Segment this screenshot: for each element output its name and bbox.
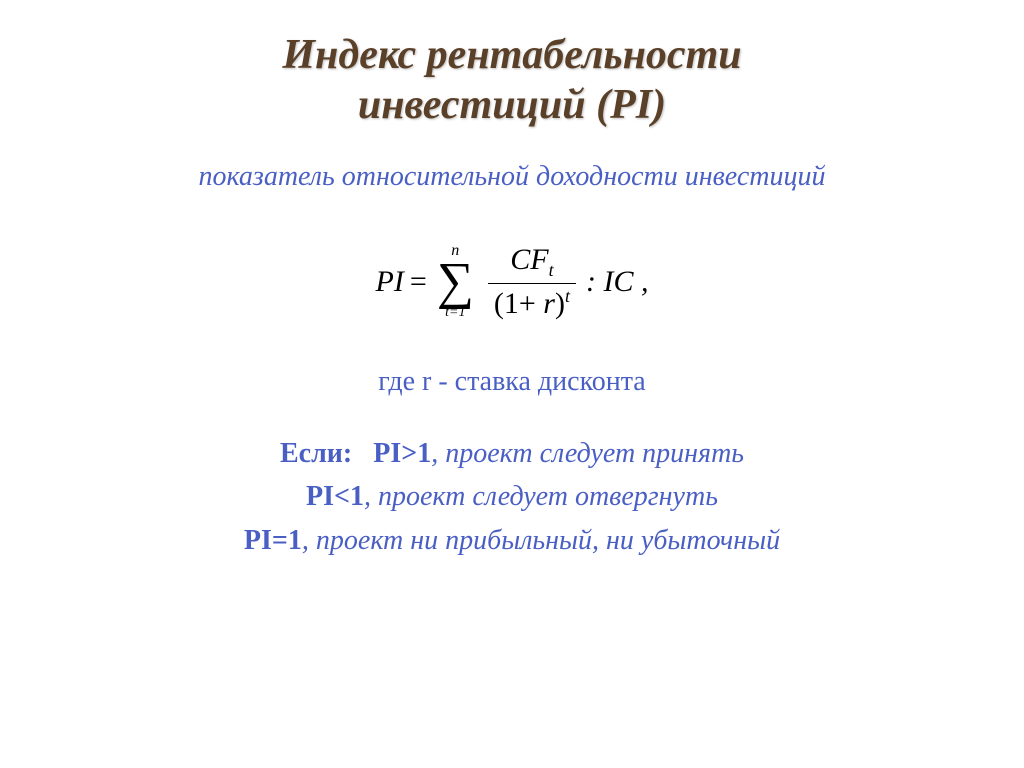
slide-title: Индекс рентабельности инвестиций (PI) (60, 30, 964, 131)
formula-post: : IC , (586, 265, 649, 299)
den-rparen: ) (555, 287, 565, 320)
condition-1: Если: PI>1, проект следует принять (60, 432, 964, 475)
cond1-text: , проект следует принять (431, 438, 744, 469)
if-label: Если: (280, 438, 352, 469)
den-lparen: (1 (494, 287, 519, 320)
fraction-denominator: (1+ r)t (488, 283, 576, 321)
den-plus: + (519, 287, 536, 320)
den-r: r (543, 287, 555, 320)
fraction: CFt (1+ r)t (488, 243, 576, 321)
sigma-symbol: ∑ (437, 259, 474, 306)
title-line-2: инвестиций (PI) (358, 82, 666, 128)
subtitle: показатель относительной доходности инве… (60, 161, 964, 193)
sigma-block: n ∑ t=1 (437, 243, 474, 320)
cf-base: CF (510, 243, 548, 276)
condition-2: PI<1, проект следует отвергнуть (60, 475, 964, 518)
cond2-text: , проект следует отвергнуть (364, 481, 718, 512)
cond3-text: , проект ни прибыльный, ни убыточный (302, 525, 780, 556)
note: где r - ставка дисконта (60, 366, 964, 398)
conditions: Если: PI>1, проект следует принять PI<1,… (60, 432, 964, 562)
condition-3: PI=1, проект ни прибыльный, ни убыточный (60, 519, 964, 562)
formula: PI = n ∑ t=1 CFt (1+ r)t : IC , (60, 243, 964, 321)
cond3-expr: PI=1 (244, 525, 302, 556)
den-sup: t (565, 286, 570, 306)
sigma-lower: t=1 (445, 306, 465, 320)
fraction-numerator: CFt (504, 243, 559, 283)
cond2-expr: PI<1 (306, 481, 364, 512)
title-line-1: Индекс рентабельности (282, 32, 741, 78)
slide: Индекс рентабельности инвестиций (PI) по… (0, 0, 1024, 768)
cond1-expr: PI>1 (373, 438, 431, 469)
formula-equals: = (410, 265, 427, 299)
cf-sub: t (549, 260, 554, 280)
formula-lhs: PI (376, 265, 404, 299)
